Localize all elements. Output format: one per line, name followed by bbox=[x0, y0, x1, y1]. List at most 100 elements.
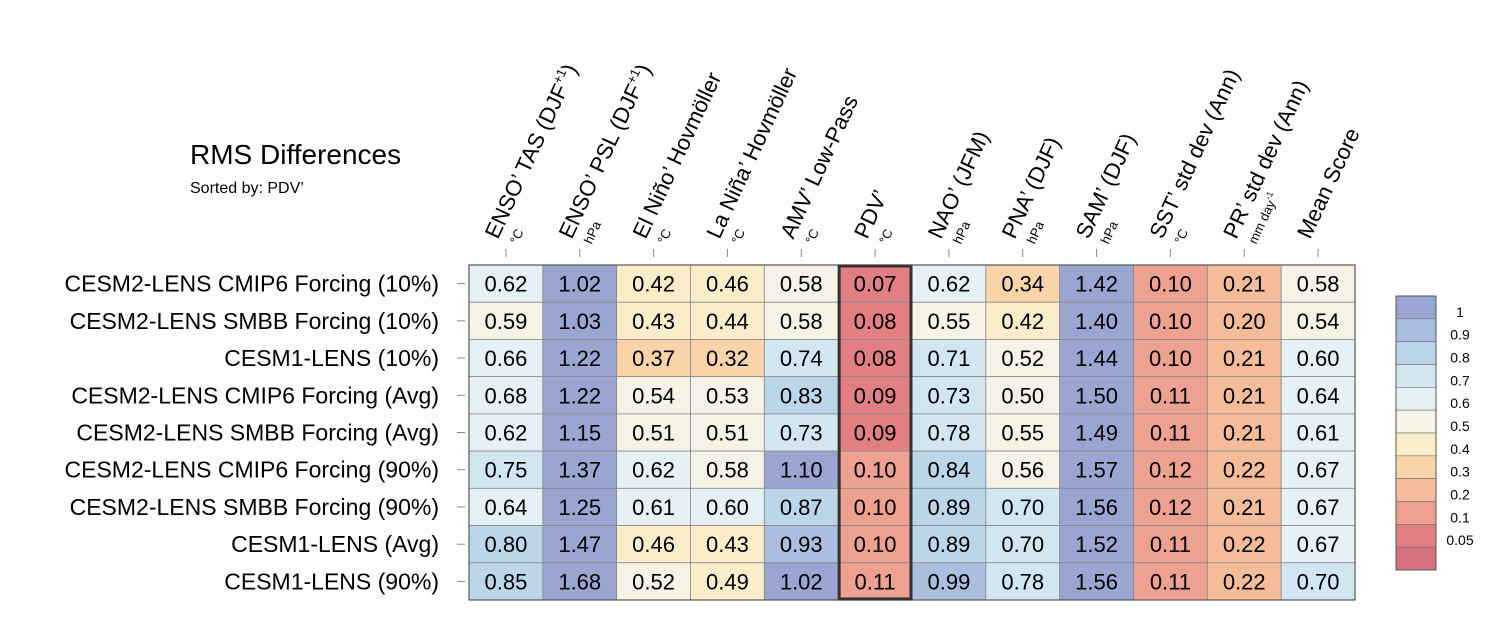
cell-value-label: 0.67 bbox=[1297, 495, 1340, 520]
cell-value-label: 0.50 bbox=[1001, 383, 1044, 408]
column-unit-label: °C bbox=[728, 227, 748, 247]
heatmap-cell bbox=[1133, 264, 1208, 303]
cell-value-label: 0.62 bbox=[485, 421, 528, 446]
heatmap-cell bbox=[1206, 339, 1282, 378]
cell-value-label: 1.15 bbox=[558, 421, 601, 446]
row-labels: CESM2-LENS CMIP6 Forcing (10%) CESM2-LENS… bbox=[65, 271, 465, 594]
cell-value-label: 0.11 bbox=[1150, 383, 1191, 408]
heatmap-cell bbox=[1133, 525, 1208, 564]
heatmap-cell bbox=[1059, 264, 1134, 303]
cell-value-label: 1.02 bbox=[780, 569, 823, 594]
row-label: CESM2-LENS SMBB Forcing (Avg) bbox=[76, 420, 439, 446]
colorbar-segment bbox=[1395, 501, 1437, 525]
column-label: PDV’°C bbox=[849, 186, 896, 247]
heatmap-cell bbox=[690, 525, 765, 564]
row-label: CESM2-LENS CMIP6 Forcing (90%) bbox=[65, 457, 440, 483]
column-unit-label: °C bbox=[655, 227, 675, 247]
cell-value-label: 1.37 bbox=[558, 458, 601, 483]
cell-value-label: 0.34 bbox=[1001, 272, 1044, 297]
cell-value-label: 0.11 bbox=[1150, 532, 1191, 557]
cell-value-label: 0.42 bbox=[1001, 309, 1044, 334]
cell-value-label: 0.58 bbox=[706, 458, 749, 483]
cell-value-label: 0.70 bbox=[1001, 532, 1044, 557]
heatmap-cell bbox=[1206, 487, 1282, 526]
cell-value-label: 0.70 bbox=[1297, 569, 1340, 594]
cell-value-label: 1.56 bbox=[1075, 495, 1118, 520]
heatmap-cell bbox=[837, 301, 913, 340]
cell-value-label: 0.74 bbox=[780, 346, 823, 371]
cell-value-label: 0.87 bbox=[780, 495, 823, 520]
colorbar-tick-label: 0.9 bbox=[1450, 327, 1470, 343]
cell-value-label: 0.10 bbox=[1149, 272, 1192, 297]
column-unit-label: °C bbox=[876, 227, 896, 247]
cell-value-label: 0.73 bbox=[928, 383, 971, 408]
heatmap-cell bbox=[1059, 450, 1134, 489]
heatmap-cell bbox=[468, 301, 544, 340]
cell-value-label: 0.52 bbox=[1001, 346, 1044, 371]
row-label: CESM2-LENS SMBB Forcing (90%) bbox=[70, 494, 439, 520]
heatmap-cell bbox=[911, 562, 987, 601]
colorbar-border bbox=[1395, 295, 1437, 571]
colorbar-segment bbox=[1395, 524, 1437, 548]
heatmap-cell bbox=[542, 301, 618, 340]
cell-value-label: 0.89 bbox=[928, 495, 971, 520]
colorbar-segment bbox=[1395, 341, 1437, 365]
cell-value-label: 0.21 bbox=[1223, 346, 1266, 371]
cell-value-label: 0.66 bbox=[485, 346, 528, 371]
cell-value-label: 0.59 bbox=[485, 309, 528, 334]
cell-value-label: 0.89 bbox=[928, 532, 971, 557]
column-label: PNA’ (DJF)hPa bbox=[997, 133, 1066, 246]
cell-value-label: 0.99 bbox=[928, 569, 971, 594]
cell-value-label: 0.44 bbox=[706, 309, 749, 334]
heatmap-cell bbox=[763, 525, 839, 564]
cell-value-label: 0.62 bbox=[928, 272, 971, 297]
cell-value-label: 0.10 bbox=[854, 458, 897, 483]
cell-value-label: 0.10 bbox=[854, 495, 897, 520]
heatmap-cell bbox=[911, 487, 987, 526]
cell-value-label: 1.22 bbox=[558, 346, 601, 371]
heatmap-cell bbox=[1206, 413, 1282, 452]
row-label: CESM1-LENS (Avg) bbox=[231, 531, 439, 557]
column-unit-superscript: -1 bbox=[1263, 190, 1275, 201]
cell-value-label: 0.80 bbox=[485, 532, 528, 557]
cell-value-label: 0.53 bbox=[706, 383, 749, 408]
heatmap-cell bbox=[1133, 413, 1208, 452]
chart-subtitle: Sorted by: PDV’ bbox=[190, 180, 304, 197]
cell-value-label: 0.12 bbox=[1149, 458, 1192, 483]
heatmap-cell bbox=[1059, 413, 1134, 452]
cell-value-label: 1.49 bbox=[1075, 421, 1118, 446]
cell-value-label: 0.70 bbox=[1001, 495, 1044, 520]
cell-value-label: 0.46 bbox=[706, 272, 749, 297]
cell-value-label: 1.50 bbox=[1075, 383, 1118, 408]
cell-value-label: 0.21 bbox=[1223, 421, 1266, 446]
cell-value-label: 1.02 bbox=[558, 272, 601, 297]
cell-value-label: 1.47 bbox=[558, 532, 601, 557]
cell-value-label: 0.22 bbox=[1223, 458, 1266, 483]
cell-value-label: 0.43 bbox=[706, 532, 749, 557]
heatmap-cell bbox=[616, 413, 691, 452]
heatmap-cell bbox=[542, 413, 618, 452]
heatmap-cell bbox=[542, 562, 618, 601]
column-unit-text: °C bbox=[655, 227, 675, 247]
cell-value-label: 0.21 bbox=[1223, 272, 1266, 297]
cell-value-label: 0.62 bbox=[485, 272, 528, 297]
cell-value-label: 0.55 bbox=[1001, 421, 1044, 446]
heatmap-cell bbox=[616, 450, 691, 489]
cell-value-label: 1.42 bbox=[1075, 272, 1118, 297]
cell-value-label: 0.10 bbox=[1149, 346, 1192, 371]
cell-value-label: 0.08 bbox=[854, 309, 897, 334]
cell-value-label: 0.11 bbox=[1150, 569, 1191, 594]
colorbar-segment bbox=[1395, 409, 1437, 434]
column-unit-text: °C bbox=[876, 227, 896, 247]
heatmap-cell bbox=[1206, 264, 1282, 303]
heatmap-cell bbox=[837, 450, 913, 489]
heatmap-cell bbox=[837, 339, 913, 378]
cell-value-label: 1.22 bbox=[558, 383, 601, 408]
cell-value-label: 1.56 bbox=[1075, 569, 1118, 594]
column-unit-label: °C bbox=[507, 227, 527, 247]
heatmap-cell bbox=[985, 487, 1061, 526]
cell-value-label: 0.64 bbox=[485, 495, 528, 520]
cell-value-label: 0.51 bbox=[632, 421, 675, 446]
heatmap-cell bbox=[837, 525, 913, 564]
